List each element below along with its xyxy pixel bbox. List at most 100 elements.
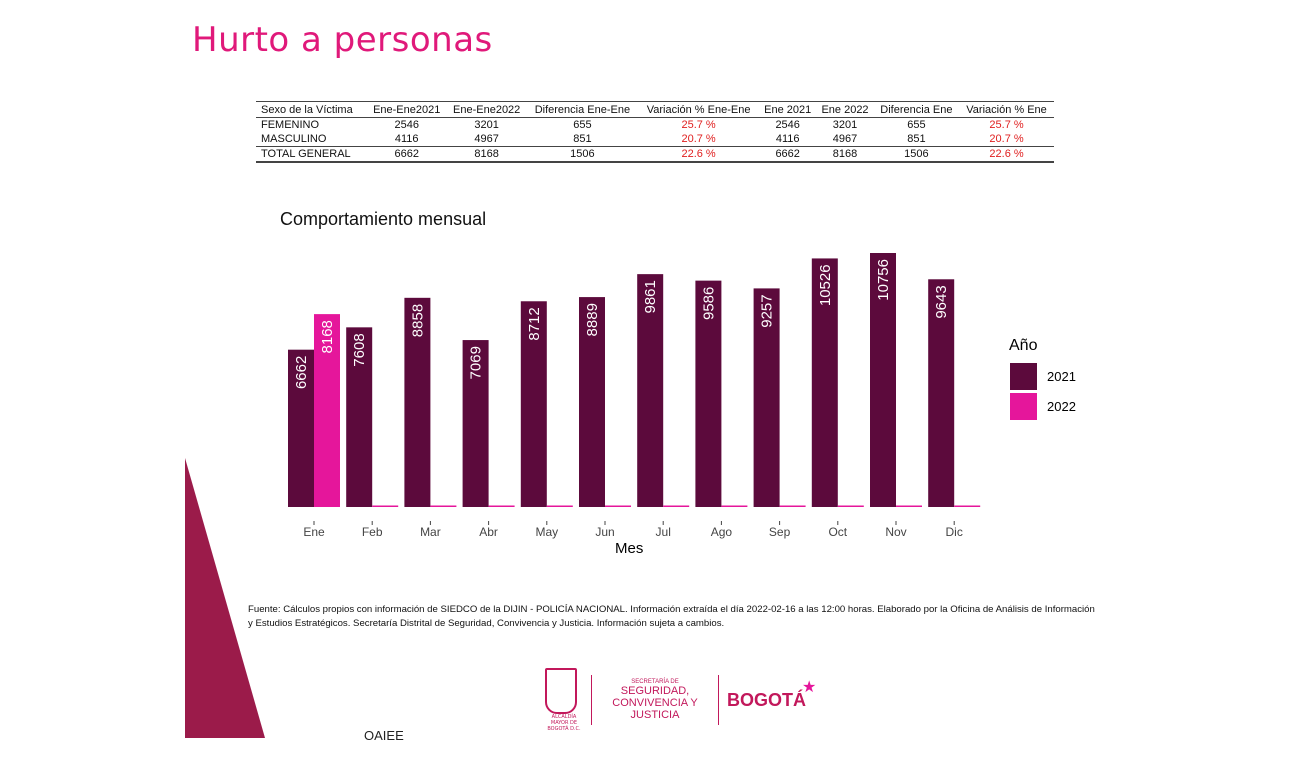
column-header: Ene 2021 — [759, 101, 817, 118]
legend-title: Año — [1009, 337, 1038, 354]
table-cell: 8168 — [446, 146, 527, 163]
bar-2022-Nov — [896, 505, 922, 507]
data-label: 9861 — [642, 280, 659, 313]
legend-swatch — [1010, 363, 1037, 390]
column-header: Variación % Ene — [959, 101, 1054, 118]
table-cell: 20.7 % — [681, 133, 716, 145]
x-tick-label: Mar — [420, 525, 441, 539]
x-axis-label: Mes — [615, 540, 644, 557]
table-cell: 1506 — [526, 146, 639, 163]
summary-table: Sexo de la Víctima Ene-Ene2021 Ene-Ene2022… — [256, 101, 1054, 163]
bar-2022-Jul — [663, 505, 690, 507]
table-cell: 851 — [907, 133, 926, 145]
table-cell: 20.7 % — [989, 133, 1024, 145]
bogota-logo: BOGOTÁ — [727, 689, 806, 710]
legend-item-2021: 2021 — [1010, 363, 1076, 390]
x-tick-label: Feb — [362, 525, 383, 539]
table-cell: MASCULINO — [261, 133, 327, 145]
bar-2021-Feb — [346, 327, 373, 507]
bar-2021-Dic — [928, 279, 955, 507]
data-label: 9257 — [759, 294, 776, 327]
bar-2021-Ene — [288, 349, 314, 507]
bar-2022-Ene — [314, 314, 340, 507]
bar-2022-Oct — [837, 505, 864, 507]
bar-2021-Oct — [811, 258, 838, 507]
table-row: MASCULINO 4116 4967 851 20.7 % 4116 4967 851 20.… — [256, 132, 1054, 147]
bar-2021-Sep — [753, 288, 780, 507]
logos: ALCALDÍA MAYOR DE BOGOTÁ D.C. SECRETARÍA… — [545, 668, 817, 732]
table-cell: 4116 — [775, 133, 800, 145]
data-label: 10526 — [817, 264, 834, 306]
data-label: 9586 — [700, 287, 717, 320]
table-cell: 22.6 % — [638, 146, 760, 163]
table-row: FEMENINO 2546 3201 655 25.7 % 2546 3201 655 25.7… — [256, 118, 1054, 133]
table-cell: 8168 — [816, 146, 874, 163]
bar-2021-Jul — [637, 274, 664, 507]
coat-of-arms-icon — [545, 668, 577, 714]
divider — [591, 675, 592, 725]
x-tick-label: Ago — [711, 525, 733, 539]
x-tick-label: Jul — [656, 525, 671, 539]
table-cell: 851 — [573, 133, 592, 145]
table-cell: 25.7 % — [681, 119, 716, 131]
data-label: 6662 — [293, 356, 310, 389]
table-cell: 6662 — [366, 146, 447, 163]
table-cell: 2546 — [394, 119, 419, 131]
x-tick-label: Ene — [303, 525, 325, 539]
bar-2022-Mar — [430, 505, 457, 507]
x-tick-label: Oct — [828, 525, 847, 539]
table-cell: 3201 — [474, 119, 499, 131]
bar-2021-Nov — [870, 253, 896, 507]
x-tick-label: Abr — [479, 525, 498, 539]
secretaria-logo: SECRETARÍA DE SEGURIDAD, CONVIVENCIA Y J… — [612, 679, 698, 721]
table-cell: 25.7 % — [989, 119, 1024, 131]
bar-2021-Mar — [404, 297, 431, 507]
table-cell: FEMENINO — [261, 119, 320, 131]
table-cell: 655 — [573, 119, 592, 131]
data-label: 8712 — [526, 307, 543, 340]
table-row: TOTAL GENERAL 6662 8168 1506 22.6 % 6662 8168 1… — [256, 146, 1054, 163]
star-icon: ★ — [802, 676, 817, 696]
x-tick-label: May — [535, 525, 558, 539]
x-tick-label: Jun — [595, 525, 614, 539]
source-note: Fuente: Cálculos propios con información… — [248, 604, 1095, 629]
bar-2021-May — [520, 301, 547, 507]
data-label: 8168 — [319, 320, 336, 353]
table-cell: 1506 — [873, 146, 960, 163]
bar-2022-Ago — [721, 505, 748, 507]
footer-label: OAIEE — [364, 728, 404, 743]
column-header: Diferencia Ene — [873, 101, 960, 118]
data-label: 7069 — [468, 346, 485, 379]
column-header: Variación % Ene-Ene — [638, 101, 760, 118]
table-cell: 655 — [907, 119, 926, 131]
bar-2021-Jun — [579, 297, 605, 507]
data-label: 9643 — [933, 285, 950, 318]
x-tick-label: Nov — [885, 525, 906, 539]
column-header: Ene 2022 — [816, 101, 874, 118]
page-title: Hurto a personas — [192, 20, 493, 60]
table-cell: 4967 — [474, 133, 499, 145]
table-cell: TOTAL GENERAL — [256, 146, 367, 163]
table-cell: 22.6 % — [959, 146, 1054, 163]
column-header: Sexo de la Víctima — [256, 101, 367, 118]
legend-swatch — [1010, 393, 1037, 420]
column-header: Ene-Ene2022 — [446, 101, 527, 118]
column-header: Diferencia Ene-Ene — [526, 101, 639, 118]
data-label: 8889 — [584, 303, 601, 336]
table-header-row: Sexo de la Víctima Ene-Ene2021 Ene-Ene2022… — [256, 101, 1054, 118]
bar-2022-Dic — [954, 505, 981, 507]
table-cell: 4116 — [394, 133, 419, 145]
bar-2022-May — [546, 505, 573, 507]
table-cell: 6662 — [759, 146, 817, 163]
table-cell: 4967 — [832, 133, 858, 145]
x-tick-label: Dic — [946, 525, 963, 539]
bar-2021-Ago — [695, 280, 722, 507]
table-cell: 3201 — [832, 119, 858, 131]
x-tick-label: Sep — [769, 525, 791, 539]
data-label: 10756 — [875, 259, 892, 301]
alcaldia-logo: ALCALDÍA MAYOR DE BOGOTÁ D.C. — [545, 668, 583, 732]
bar-2022-Sep — [779, 505, 806, 507]
column-header: Ene-Ene2021 — [366, 101, 447, 118]
